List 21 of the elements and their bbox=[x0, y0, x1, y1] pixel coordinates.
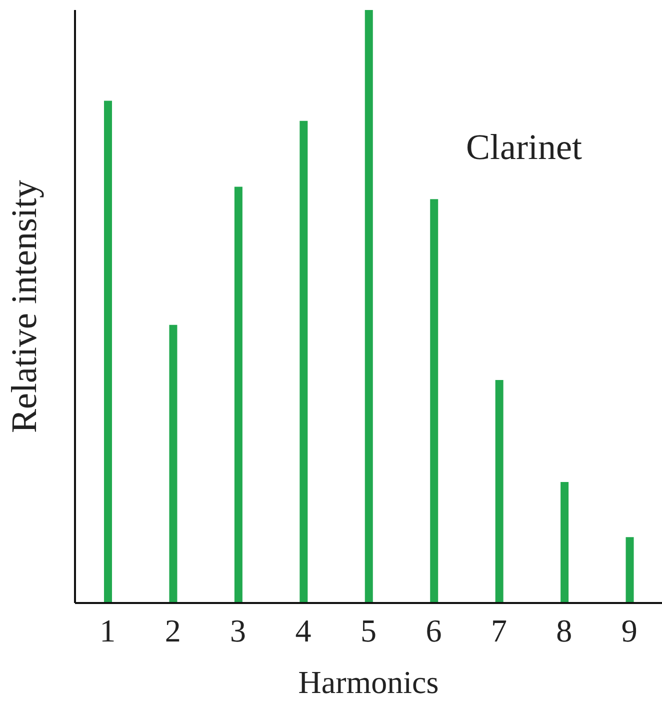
bar bbox=[300, 120, 308, 603]
bar bbox=[560, 482, 569, 603]
x-tick-label: 6 bbox=[426, 612, 442, 649]
x-tick-label: 5 bbox=[360, 612, 376, 649]
x-axis-title: Harmonics bbox=[298, 664, 439, 700]
bar bbox=[364, 10, 373, 603]
x-tick-label: 9 bbox=[621, 612, 638, 649]
x-tick-label: 3 bbox=[230, 612, 246, 649]
bar bbox=[626, 537, 634, 603]
annotation: Clarinet bbox=[466, 126, 582, 168]
bar bbox=[430, 199, 438, 603]
x-tick-label: 4 bbox=[295, 612, 312, 649]
x-tick-label: 8 bbox=[556, 612, 572, 649]
bar bbox=[234, 186, 242, 603]
x-tick-label: 2 bbox=[164, 612, 181, 649]
bar bbox=[104, 100, 112, 603]
bar bbox=[495, 380, 504, 603]
x-tick-label: 1 bbox=[100, 612, 116, 649]
y-axis-title: Relative intensity bbox=[4, 180, 44, 433]
x-tick-label: 7 bbox=[490, 612, 507, 649]
bar bbox=[169, 324, 178, 603]
